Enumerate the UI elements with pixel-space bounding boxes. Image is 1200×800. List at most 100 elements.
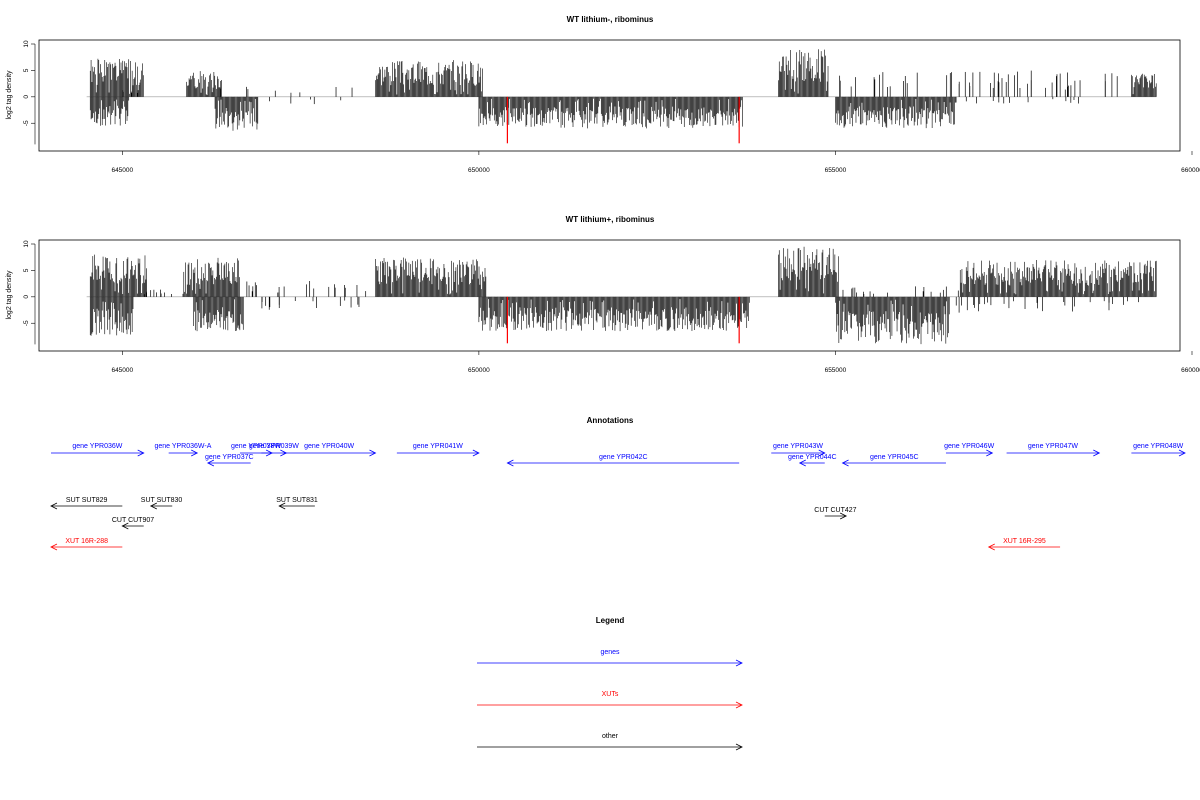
feature-gene-ypr036w: gene YPR036W bbox=[51, 443, 145, 457]
feature-arrowhead bbox=[50, 543, 58, 551]
feature-arrowhead bbox=[987, 543, 995, 551]
feature-label: gene YPR048W bbox=[1133, 443, 1183, 450]
y-tick-label: -5 bbox=[23, 120, 30, 126]
feature-arrowhead bbox=[278, 502, 286, 510]
y-tick-label: 0 bbox=[23, 95, 30, 99]
x-tick-label: 660000 bbox=[1181, 367, 1200, 374]
y-tick-label: 10 bbox=[23, 240, 30, 248]
y-axis: -5 0 5 10 bbox=[23, 40, 36, 145]
y-tick-label: 5 bbox=[23, 268, 30, 272]
feature-arrowhead bbox=[841, 459, 849, 467]
feature-gene-ypr042c: gene YPR042C bbox=[506, 454, 740, 467]
panel-title: WT lithium+, ribominus bbox=[566, 215, 655, 224]
feature-gene-ypr041w: gene YPR041W bbox=[396, 443, 480, 457]
feature-label: XUT 16R-288 bbox=[65, 538, 108, 545]
legend: Legend genes XUTs other bbox=[477, 616, 743, 751]
density-bars bbox=[86, 49, 1157, 131]
y-tick-label: 10 bbox=[23, 40, 30, 48]
feature-label: gene YPR045C bbox=[870, 454, 919, 461]
feature-gene-ypr036w-a: gene YPR036W-A bbox=[154, 443, 212, 457]
legend-items: genes XUTs other bbox=[477, 649, 743, 751]
feature-gene-ypr044c: gene YPR044C bbox=[788, 454, 837, 467]
feature-list: gene YPR036W gene YPR036W-A gene YPR037C ge… bbox=[50, 443, 1186, 551]
feature-xut-16r-295: XUT 16R-295 bbox=[987, 538, 1061, 551]
feature-label: gene YPR042C bbox=[599, 454, 648, 461]
feature-xut-16r-288: XUT 16R-288 bbox=[50, 538, 123, 551]
feature-gene-ypr046w: gene YPR046W bbox=[944, 443, 995, 457]
legend-item-genes: genes bbox=[477, 649, 743, 667]
feature-label: SUT SUT831 bbox=[276, 497, 318, 504]
feature-label: gene YPR037C bbox=[205, 454, 254, 461]
feature-label: XUT 16R-295 bbox=[1003, 538, 1046, 545]
feature-arrowhead bbox=[121, 522, 129, 530]
x-axis: 645000 650000 655000 660000 bbox=[111, 351, 1200, 374]
feature-arrowhead bbox=[1093, 449, 1101, 457]
feature-cut-cut907: CUT CUT907 bbox=[112, 517, 154, 530]
feature-gene-ypr039w: gene YPR039W bbox=[249, 443, 299, 457]
feature-label: gene YPR044C bbox=[788, 454, 837, 461]
feature-label: gene YPR043W bbox=[773, 443, 823, 450]
annotations-title: Annotations bbox=[587, 416, 634, 425]
y-tick-label: 5 bbox=[23, 68, 30, 72]
feature-arrowhead bbox=[1178, 449, 1186, 457]
y-axis-label: log2 tag density bbox=[6, 270, 13, 320]
legend-label: genes bbox=[600, 649, 620, 656]
feature-gene-ypr048w: gene YPR048W bbox=[1131, 443, 1186, 457]
legend-arrowhead bbox=[735, 743, 743, 751]
y-axis: -5 0 5 10 bbox=[23, 240, 36, 345]
feature-arrowhead bbox=[818, 449, 826, 457]
x-tick-label: 660000 bbox=[1181, 167, 1200, 174]
y-tick-label: 0 bbox=[23, 295, 30, 299]
x-tick-label: 655000 bbox=[825, 167, 847, 174]
feature-gene-ypr045c: gene YPR045C bbox=[841, 454, 946, 467]
feature-sut-sut830: SUT SUT830 bbox=[141, 497, 182, 510]
feature-label: CUT CUT907 bbox=[112, 517, 154, 524]
feature-arrowhead bbox=[149, 502, 158, 510]
x-tick-label: 655000 bbox=[825, 367, 847, 374]
feature-arrowhead bbox=[798, 459, 806, 467]
plot-frame bbox=[38, 39, 1181, 152]
feature-arrowhead bbox=[506, 459, 514, 467]
feature-label: gene YPR041W bbox=[413, 443, 463, 450]
feature-label: gene YPR047W bbox=[1028, 443, 1078, 450]
feature-label: gene YPR036W bbox=[72, 443, 122, 450]
feature-arrowhead bbox=[137, 449, 145, 457]
feature-arrowhead bbox=[369, 449, 377, 457]
x-tick-label: 650000 bbox=[468, 367, 490, 374]
feature-label: SUT SUT829 bbox=[66, 497, 108, 504]
annotations-track: Annotations gene YPR036W gene YPR036W-Age… bbox=[50, 416, 1186, 551]
feature-gene-ypr043w: gene YPR043W bbox=[771, 443, 826, 457]
x-tick-label: 650000 bbox=[468, 167, 490, 174]
y-tick-label: -5 bbox=[23, 320, 30, 326]
feature-arrowhead bbox=[50, 502, 58, 510]
feature-arrowhead bbox=[839, 512, 848, 520]
feature-cut-cut427: CUT CUT427 bbox=[814, 507, 857, 520]
x-tick-label: 645000 bbox=[111, 367, 133, 374]
legend-arrowhead bbox=[735, 701, 743, 709]
feature-label: gene YPR039W bbox=[249, 443, 299, 450]
plot-frame bbox=[38, 239, 1181, 352]
density-bars bbox=[86, 246, 1157, 345]
feature-label: gene YPR036W-A bbox=[154, 443, 211, 450]
feature-label: CUT CUT427 bbox=[814, 507, 856, 514]
legend-label: XUTs bbox=[602, 691, 619, 698]
track-panel-lithium-plus: WT lithium+, ribominus log2 tag density … bbox=[6, 215, 1200, 374]
feature-arrowhead bbox=[206, 459, 215, 467]
highlight-bars bbox=[506, 296, 740, 344]
feature-arrowhead bbox=[986, 449, 994, 457]
feature-arrowhead bbox=[191, 449, 199, 457]
legend-arrowhead bbox=[735, 659, 743, 667]
feature-gene-ypr047w: gene YPR047W bbox=[1006, 443, 1101, 457]
feature-arrowhead bbox=[472, 449, 480, 457]
legend-item-xuts: XUTs bbox=[477, 691, 743, 709]
track-panel-lithium-minus: WT lithium-, ribominus log2 tag density … bbox=[6, 15, 1200, 174]
highlight-bars bbox=[506, 96, 740, 144]
panel-title: WT lithium-, ribominus bbox=[567, 15, 654, 24]
x-tick-label: 645000 bbox=[111, 167, 133, 174]
y-axis-label: log2 tag density bbox=[6, 70, 13, 120]
feature-sut-sut829: SUT SUT829 bbox=[50, 497, 123, 510]
feature-gene-ypr037c: gene YPR037C bbox=[205, 454, 254, 467]
legend-item-other: other bbox=[477, 733, 743, 751]
x-axis: 645000 650000 655000 660000 bbox=[111, 151, 1200, 174]
